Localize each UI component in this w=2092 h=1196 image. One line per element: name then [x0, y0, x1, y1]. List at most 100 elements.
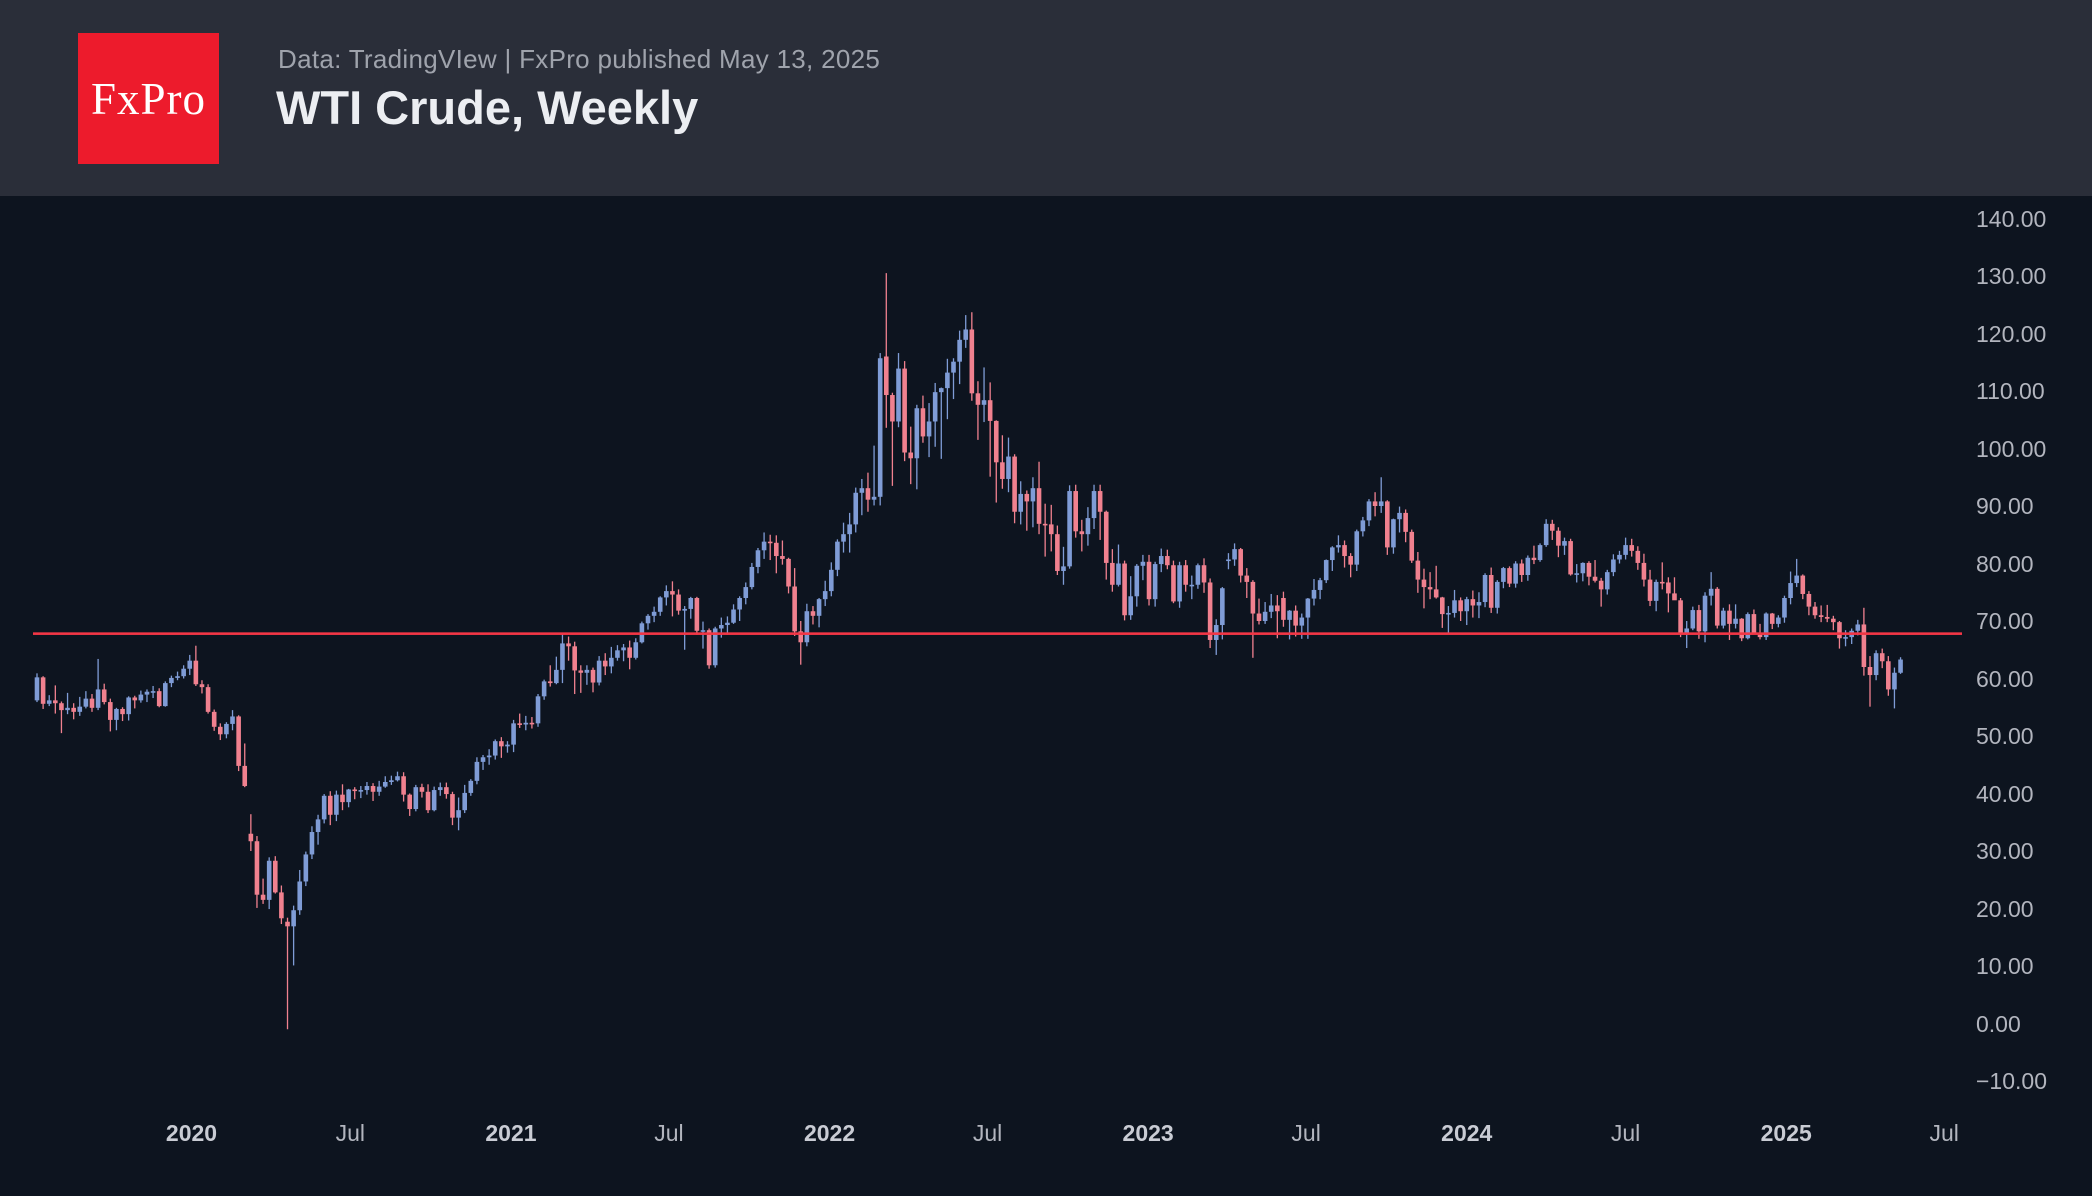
candle-up [1085, 518, 1091, 535]
candle-up [505, 744, 510, 747]
candle-down [902, 368, 907, 453]
candle-up [700, 630, 706, 632]
candle-down [89, 698, 95, 708]
candle-up [1268, 605, 1274, 612]
candle-down [1293, 610, 1298, 626]
candle-up [938, 388, 944, 393]
candle-up [297, 881, 303, 911]
candle-up [1794, 575, 1799, 584]
candle-wick [1081, 519, 1083, 552]
candle-up [224, 723, 229, 735]
candle-wick [1246, 568, 1248, 598]
candle-up [230, 716, 235, 724]
candle-wick [354, 787, 356, 800]
candle-wick [1423, 568, 1425, 609]
candle-wick [726, 616, 729, 635]
time-tick-label: 2024 [1441, 1120, 1493, 1146]
candle-up [1501, 568, 1506, 582]
horizontal-price-line[interactable] [33, 632, 1962, 635]
candle-up [951, 361, 956, 373]
candle-up [1220, 588, 1225, 626]
candle-down [1073, 491, 1078, 532]
candle-down [71, 707, 76, 712]
candle-up [1354, 531, 1360, 565]
candle-wick [121, 707, 124, 722]
candle-up [688, 598, 694, 609]
candle-down [205, 687, 211, 712]
candle-down [786, 558, 791, 587]
candle-wick [1869, 656, 1871, 707]
candle-wick [1447, 606, 1450, 635]
candle-up [114, 708, 119, 720]
candle-down [566, 643, 571, 647]
candle-down [676, 594, 681, 611]
candle-up [1721, 610, 1726, 626]
candle-down [774, 542, 779, 557]
candle-up [303, 854, 309, 882]
candle-down [1727, 610, 1732, 624]
candle-down [1586, 562, 1592, 577]
candle-up [1482, 575, 1488, 603]
candle-down [1678, 600, 1683, 635]
candle-wick [54, 685, 56, 714]
candle-up [437, 787, 443, 791]
app-header: FxPro Data: TradingVIew | FxPro publishe… [0, 0, 2092, 196]
candle-down [211, 711, 217, 727]
candle-wick [1142, 554, 1144, 581]
candle-up [609, 657, 614, 667]
candle-up [596, 660, 602, 683]
candle-down [883, 356, 889, 396]
candle-up [1128, 596, 1133, 616]
candle-up [926, 421, 932, 437]
candle-wick [1796, 558, 1798, 588]
candle-wick [983, 367, 985, 423]
candle-up [822, 591, 828, 600]
candle-up [755, 550, 761, 567]
price-tick-label: 90.00 [1976, 493, 2034, 519]
candle-up [413, 787, 419, 810]
candle-wick [684, 606, 686, 650]
candle-up [664, 591, 669, 598]
candle-wick [286, 917, 289, 1030]
candle-up [621, 647, 626, 651]
candle-up [1452, 600, 1457, 613]
candle-up [169, 677, 174, 684]
candle-up [829, 569, 834, 592]
candle-down [1146, 561, 1152, 600]
candle-down [1348, 556, 1353, 565]
candle-up [1360, 520, 1366, 532]
candle-wick [1062, 546, 1065, 585]
candle-wick [97, 658, 99, 711]
candle-wick [873, 445, 875, 506]
candle-down [407, 794, 413, 810]
candle-wick [1380, 477, 1382, 513]
candle-up [138, 694, 144, 701]
candle-up [853, 492, 859, 525]
candle-up [431, 790, 437, 811]
time-tick-label: Jul [1929, 1120, 1959, 1146]
candle-down [1470, 599, 1476, 606]
candle-up [1232, 549, 1237, 560]
candle-up [1287, 610, 1292, 620]
candle-down [193, 660, 199, 685]
candle-up [847, 524, 852, 535]
candle-up [1855, 624, 1861, 631]
candle-up [523, 722, 529, 725]
candle-wick [769, 534, 771, 561]
candle-down [425, 791, 431, 811]
candle-up [761, 541, 767, 551]
candle-wick [1435, 565, 1437, 599]
candle-up [1378, 501, 1384, 506]
candle-wick [244, 743, 246, 788]
candle-up [1311, 589, 1317, 599]
candle-up [1562, 541, 1567, 546]
candle-up [1690, 610, 1696, 629]
candle-up [1543, 523, 1549, 546]
candle-up [395, 776, 400, 781]
candle-up [1513, 563, 1518, 584]
candle-down [285, 921, 290, 927]
candle-down [199, 684, 205, 688]
candle-up [364, 786, 370, 791]
